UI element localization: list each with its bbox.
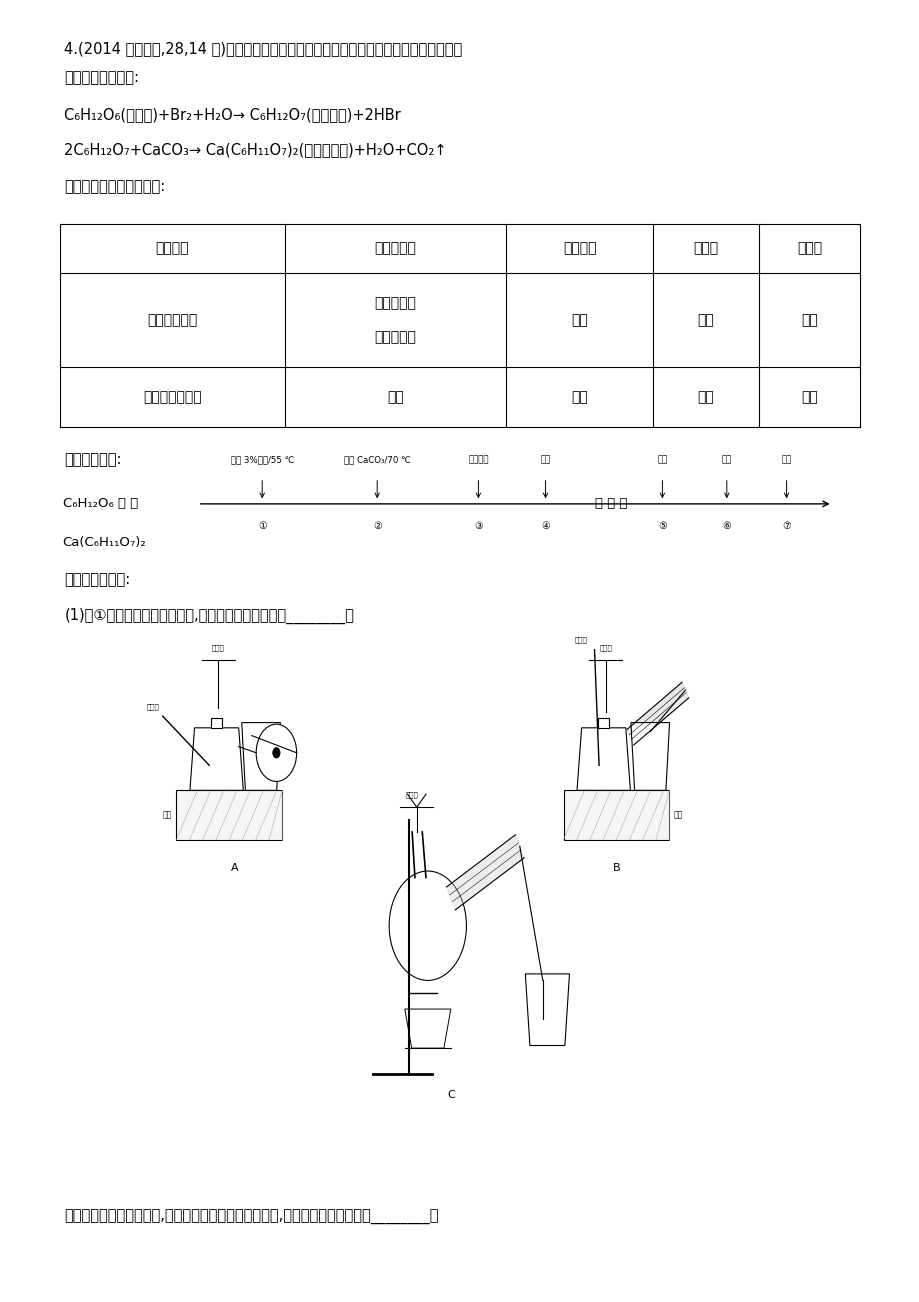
Polygon shape bbox=[189, 728, 243, 790]
Polygon shape bbox=[525, 974, 569, 1046]
Text: (1)第①步中溴水氧化葡萄糖时,下列装置中最适合的是________。: (1)第①步中溴水氧化葡萄糖时,下列装置中最适合的是________。 bbox=[64, 608, 354, 624]
Text: 可溶: 可溶 bbox=[571, 314, 587, 327]
Text: 2C₆H₁₂O₇+CaCO₃→ Ca(C₆H₁₁O₇)₂(葡萄糖酸钙)+H₂O+CO₂↑: 2C₆H₁₂O₇+CaCO₃→ Ca(C₆H₁₁O₇)₂(葡萄糖酸钙)+H₂O+… bbox=[64, 142, 447, 158]
Text: 溴化钙: 溴化钙 bbox=[693, 242, 718, 255]
Text: ⑤: ⑤ bbox=[657, 521, 666, 531]
Text: 悬 浊 液: 悬 浊 液 bbox=[595, 497, 627, 510]
Polygon shape bbox=[597, 719, 608, 728]
Text: 易溶: 易溶 bbox=[697, 314, 714, 327]
Text: ②: ② bbox=[372, 521, 381, 531]
Polygon shape bbox=[446, 835, 524, 910]
Polygon shape bbox=[210, 719, 221, 728]
Text: C₆H₁₂O₆ 溶 液: C₆H₁₂O₆ 溶 液 bbox=[62, 497, 138, 510]
Text: 易溶于热水: 易溶于热水 bbox=[374, 331, 416, 344]
Text: 可溶于冷水: 可溶于冷水 bbox=[374, 297, 416, 310]
Text: 温度计: 温度计 bbox=[146, 703, 159, 710]
Text: ①: ① bbox=[257, 521, 267, 531]
Text: 温度计: 温度计 bbox=[573, 637, 586, 643]
Text: 4.(2014 浙江理综,28,14 分)葡萄糖酸钙是一种可促进骨骼生长的营养物质。葡萄糖酸钙可: 4.(2014 浙江理综,28,14 分)葡萄糖酸钙是一种可促进骨骼生长的营养物… bbox=[64, 40, 462, 56]
Text: 通过以下反应制得:: 通过以下反应制得: bbox=[64, 70, 140, 86]
Text: 过量 CaCO₃/70 ℃: 过量 CaCO₃/70 ℃ bbox=[344, 456, 410, 465]
Text: 微溶: 微溶 bbox=[387, 391, 403, 404]
Text: 水浴: 水浴 bbox=[163, 811, 172, 819]
Text: Ca(C₆H₁₁O₇)₂: Ca(C₆H₁₁O₇)₂ bbox=[62, 536, 146, 549]
Text: 请回答下列问题:: 请回答下列问题: bbox=[64, 572, 130, 587]
Text: 搅拌器: 搅拌器 bbox=[598, 644, 611, 651]
Text: ⑦: ⑦ bbox=[781, 521, 790, 531]
Text: 易溶: 易溶 bbox=[800, 314, 817, 327]
Circle shape bbox=[272, 747, 279, 758]
Text: 氯化钙: 氯化钙 bbox=[796, 242, 822, 255]
Text: C: C bbox=[447, 1090, 454, 1100]
Text: 洗涤: 洗涤 bbox=[720, 456, 732, 465]
Text: 葡萄糖酸: 葡萄糖酸 bbox=[562, 242, 596, 255]
Polygon shape bbox=[176, 790, 282, 840]
Text: 微溶: 微溶 bbox=[571, 391, 587, 404]
Text: C₆H₁₂O₆(葡萄糖)+Br₂+H₂O→ C₆H₁₂O₇(葡萄糖酸)+2HBr: C₆H₁₂O₆(葡萄糖)+Br₂+H₂O→ C₆H₁₂O₇(葡萄糖酸)+2HBr bbox=[64, 107, 401, 122]
Text: 搅拌器: 搅拌器 bbox=[212, 644, 224, 651]
Circle shape bbox=[255, 724, 296, 781]
Polygon shape bbox=[563, 790, 669, 840]
Circle shape bbox=[389, 871, 466, 980]
Text: ⑥: ⑥ bbox=[721, 521, 731, 531]
Polygon shape bbox=[630, 723, 669, 790]
Polygon shape bbox=[242, 723, 280, 790]
Polygon shape bbox=[627, 682, 688, 745]
Text: 抽滤: 抽滤 bbox=[656, 456, 667, 465]
Text: 乙醇中的溶解性: 乙醇中的溶解性 bbox=[143, 391, 201, 404]
Text: 水中的溶解性: 水中的溶解性 bbox=[147, 314, 198, 327]
Text: 相关物质的溶解性见下表:: 相关物质的溶解性见下表: bbox=[64, 178, 165, 194]
Text: ③: ③ bbox=[473, 521, 482, 531]
Polygon shape bbox=[576, 728, 630, 790]
Text: 物质名称: 物质名称 bbox=[155, 242, 189, 255]
Text: 制备葡萄糖酸钙的过程中,葡萄糖的氧化也可用其他试剂,下列物质中最适合的是________。: 制备葡萄糖酸钙的过程中,葡萄糖的氧化也可用其他试剂,下列物质中最适合的是____… bbox=[64, 1210, 438, 1225]
Text: 趁热过滤: 趁热过滤 bbox=[468, 456, 488, 465]
Text: ④: ④ bbox=[540, 521, 550, 531]
Text: 可溶: 可溶 bbox=[697, 391, 714, 404]
Text: 搅拌器: 搅拌器 bbox=[405, 792, 418, 798]
Text: 干燥: 干燥 bbox=[780, 456, 791, 465]
Text: 实验流程如下:: 实验流程如下: bbox=[64, 452, 121, 467]
Text: 水浴: 水浴 bbox=[674, 811, 683, 819]
Text: 葡萄糖酸钙: 葡萄糖酸钙 bbox=[374, 242, 416, 255]
Text: B: B bbox=[612, 863, 619, 874]
Text: A: A bbox=[231, 863, 238, 874]
Polygon shape bbox=[404, 1009, 450, 1048]
Text: 可溶: 可溶 bbox=[800, 391, 817, 404]
Text: 滴加 3%溴水/55 ℃: 滴加 3%溴水/55 ℃ bbox=[231, 456, 293, 465]
Text: 乙醇: 乙醇 bbox=[539, 456, 550, 465]
